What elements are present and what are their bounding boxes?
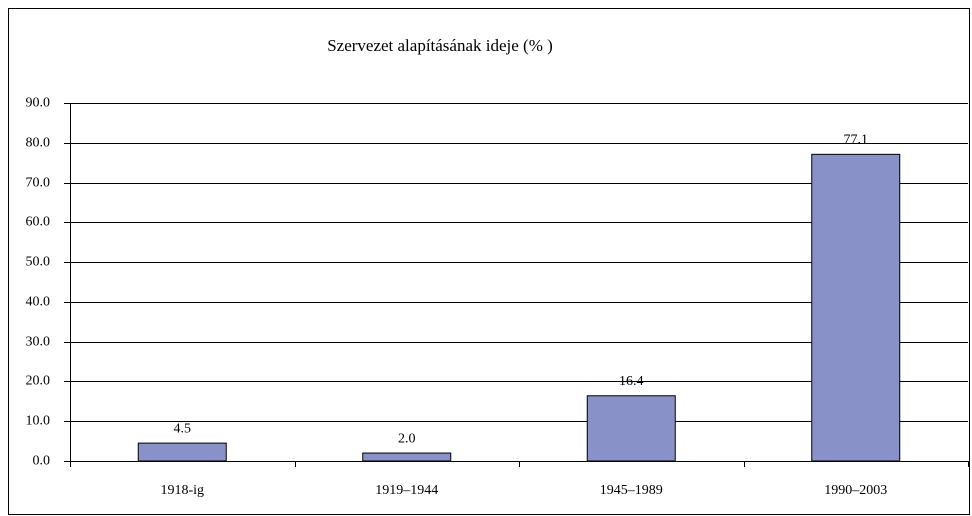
chart-border <box>8 8 970 515</box>
value-label: 77.1 <box>844 133 869 148</box>
bar <box>811 153 901 462</box>
y-tick-label: 70.0 <box>26 176 51 191</box>
x-tick-label: 1945–1989 <box>600 483 663 498</box>
bar <box>586 395 676 462</box>
x-tick-label: 1919–1944 <box>375 483 438 498</box>
y-tick-label: 10.0 <box>26 414 51 429</box>
y-tick-label: 80.0 <box>26 136 51 151</box>
value-label: 4.5 <box>174 421 192 436</box>
value-label: 2.0 <box>398 431 416 446</box>
y-tick-label: 40.0 <box>26 295 51 310</box>
y-tick-label: 50.0 <box>26 255 51 270</box>
y-tick-label: 30.0 <box>26 335 51 350</box>
bar <box>137 442 227 462</box>
x-tick-label: 1918-ig <box>160 483 204 498</box>
y-tick-label: 90.0 <box>26 96 51 111</box>
bar <box>362 452 452 462</box>
chart-title: Szervezet alapításának ideje (% ) <box>327 36 553 55</box>
y-tick-label: 0.0 <box>33 454 51 469</box>
y-tick-label: 60.0 <box>26 215 51 230</box>
x-tick-label: 1990–2003 <box>824 483 887 498</box>
value-label: 16.4 <box>619 374 644 389</box>
y-tick-label: 20.0 <box>26 374 51 389</box>
